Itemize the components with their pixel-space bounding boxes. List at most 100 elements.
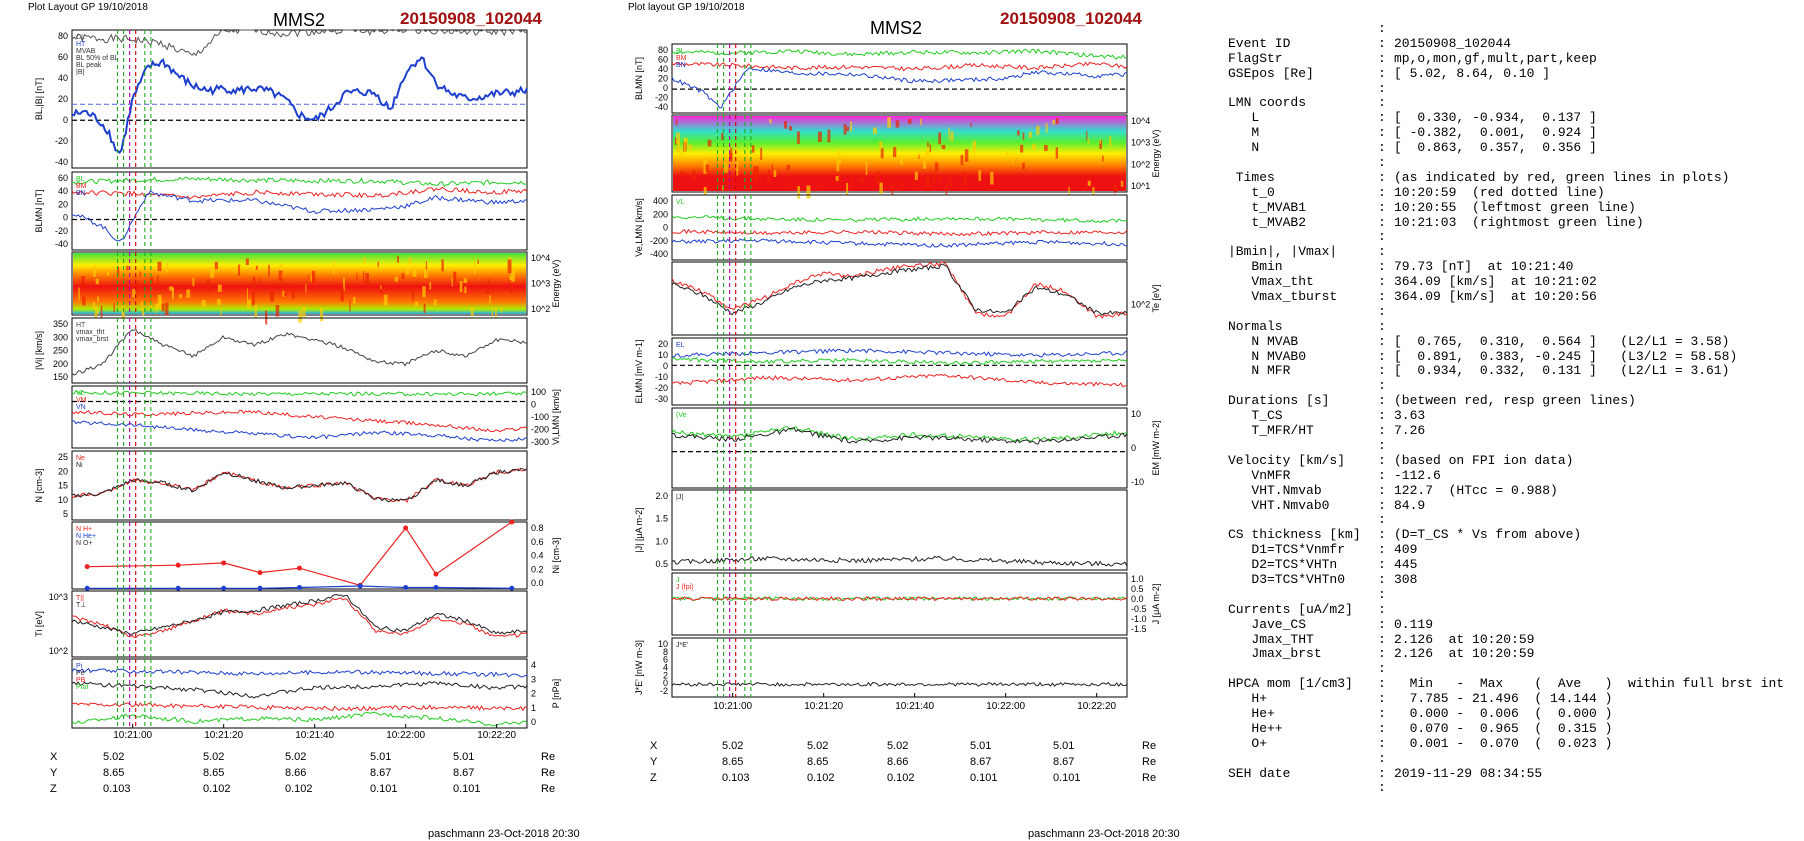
spectrogram-cell — [353, 297, 356, 304]
y-tick-label: 10^1 — [1131, 181, 1150, 191]
panel-frame — [71, 658, 528, 729]
info-row: H+: 7.785 - 21.496 ( 14.144 ) — [1228, 691, 1784, 707]
coord-value: 8.66 — [887, 756, 909, 768]
series-j-e- — [671, 681, 1128, 687]
coord-value: 5.01 — [1053, 740, 1075, 752]
y-axis-label: Energy (eV) — [1151, 129, 1161, 177]
info-label: Jmax_THT — [1228, 631, 1314, 647]
spectrogram-cell — [1113, 185, 1118, 192]
info-separator: : — [1378, 229, 1386, 245]
info-label: D3=TCS*VHTn0 — [1228, 571, 1346, 587]
y-tick-label: 0 — [531, 400, 536, 410]
spectrogram-cell — [773, 170, 777, 178]
spectrogram-cell — [171, 287, 174, 299]
spectrogram-cell — [349, 299, 351, 312]
info-row: LMN coords: — [1228, 96, 1784, 111]
legend-entry: VL — [676, 199, 685, 206]
info-separator: : — [1378, 393, 1386, 409]
coord-unit: Re — [541, 783, 556, 795]
spectrogram-cell — [356, 272, 358, 280]
spectrogram-cell — [675, 147, 679, 152]
data-point — [257, 585, 263, 591]
spectrogram-cell — [827, 129, 831, 143]
spectrogram-cell — [149, 302, 153, 310]
spectrogram-cell — [95, 278, 99, 285]
legend-entry: BM — [676, 55, 687, 62]
data-point — [257, 570, 263, 576]
y-tick-label: 10^2 — [49, 646, 68, 656]
info-label: D2=TCS*VHTn — [1228, 557, 1338, 573]
y-tick-label: 4 — [663, 663, 668, 673]
info-row: t_0:10:20:59 (red dotted line) — [1228, 185, 1784, 201]
info-value: 0.000 - 0.006 ( 0.000 ) — [1394, 705, 1613, 721]
y-tick-label: -40 — [55, 239, 68, 249]
spectrogram-cell — [362, 271, 365, 283]
spectrogram-cell — [892, 147, 897, 158]
y-axis-label: BL,|B| [nT] — [34, 78, 44, 120]
spectrogram-cell — [1032, 143, 1036, 151]
spectrogram-cell — [470, 307, 474, 316]
info-label: O+ — [1228, 735, 1268, 751]
y-tick-label: -20 — [55, 136, 68, 146]
spectrogram-cell — [159, 299, 162, 310]
y-tick-label: -200 — [650, 236, 668, 246]
spectrogram-cell — [753, 166, 757, 179]
y-tick-label: 25 — [58, 452, 68, 462]
y-axis-label: J [μA m-2] — [1151, 584, 1161, 625]
spectrogram-cell — [717, 177, 720, 186]
info-row: N MFR: [ 0.934, 0.332, 0.131 ] (L2/L1 = 3… — [1228, 364, 1784, 379]
y-tick-label: 0 — [663, 678, 668, 688]
legend-entry: |B| — [76, 69, 84, 76]
info-row: : — [1228, 661, 1784, 677]
spectrogram-cell — [707, 139, 712, 147]
info-separator: : — [1378, 214, 1386, 230]
coord-row-label: X — [650, 740, 658, 752]
series-vm — [672, 228, 1128, 237]
legend-entry: vmax_brst — [76, 336, 108, 343]
info-label: VHT.Nmvab0 — [1228, 497, 1330, 513]
coord-value: 8.67 — [970, 756, 992, 768]
legend-entry: BM — [76, 183, 87, 190]
spectrogram-cell — [784, 120, 788, 129]
series-bm — [671, 61, 1128, 72]
info-value: 7.785 - 21.496 ( 14.144 ) — [1394, 691, 1613, 707]
series-vl — [72, 390, 528, 397]
spectrogram-cell — [307, 274, 309, 279]
spectrogram-cell — [972, 140, 976, 153]
coord-value: 0.102 — [807, 772, 835, 784]
spectrogram-cell — [786, 164, 791, 171]
spectrogram-cell — [451, 277, 453, 287]
spectrogram-cell — [383, 294, 388, 306]
coord-value: 0.101 — [370, 783, 398, 795]
spectrogram-cell — [78, 287, 80, 301]
data-point — [84, 564, 90, 570]
info-row: t_MVAB1:10:20:55 (leftmost green line) — [1228, 200, 1784, 216]
info-value: 364.09 [km/s] at 10:20:56 — [1394, 289, 1597, 305]
info-row: He++: 0.070 - 0.965 ( 0.315 ) — [1228, 721, 1784, 737]
info-row: T_CS:3.63 — [1228, 408, 1784, 424]
coord-value: 5.01 — [453, 751, 475, 763]
coord-value: 0.103 — [722, 772, 750, 784]
spectrogram-cell — [721, 132, 724, 141]
spectrogram-cell — [474, 261, 476, 275]
spectrogram-cell — [934, 162, 939, 172]
event-info-panel: : Event ID:20150908_102044 FlagStr: mp,o,mo… — [1228, 21, 1784, 796]
legend-entry: BL — [76, 176, 85, 183]
coord-value: 5.02 — [722, 740, 744, 752]
y-tick-label: 2.0 — [655, 491, 668, 501]
spectrogram-cell — [926, 147, 930, 161]
info-value: mp,o,mon,gf,mult,part,keep — [1394, 50, 1597, 66]
series-em — [671, 373, 1128, 388]
spectrogram-cell — [157, 261, 162, 272]
info-value: 0.001 - 0.070 ( 0.023 ) — [1394, 735, 1613, 751]
time-tick-label: 10:21:00 — [113, 730, 152, 741]
coord-row-label: Z — [650, 772, 657, 784]
series-bn — [71, 176, 528, 188]
y-tick-label: 0.5 — [655, 559, 668, 569]
legend-entry: BN — [676, 62, 686, 69]
info-value: 10:21:03 (rightmost green line) — [1394, 214, 1644, 230]
